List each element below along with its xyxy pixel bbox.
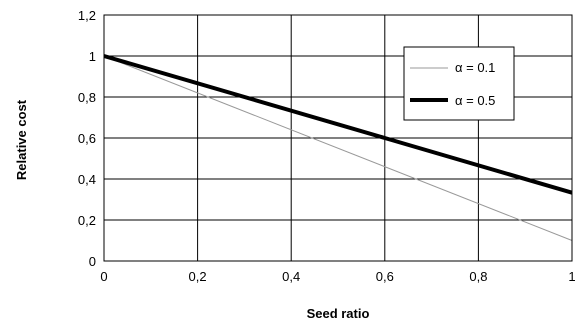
y-axis-title: Relative cost: [14, 99, 29, 180]
y-tick-label: 0: [89, 254, 96, 269]
series-lines: [103, 54, 573, 241]
x-tick-label: 0,4: [282, 269, 300, 284]
series-line-1: [103, 54, 573, 195]
legend: α = 0.1 α = 0.5: [403, 46, 515, 121]
x-tick-label: 0,6: [376, 269, 394, 284]
plot-border: [103, 14, 573, 262]
x-tick-label: 0,8: [469, 269, 487, 284]
x-tick-label: 1: [568, 269, 575, 284]
legend-box: [403, 46, 515, 121]
series-line-0: [103, 55, 573, 241]
y-tick-label: 0,4: [78, 172, 96, 187]
y-tick-label: 1,2: [78, 8, 96, 23]
x-tick-label: 0,2: [189, 269, 207, 284]
y-tick-label: 0,2: [78, 213, 96, 228]
y-tick-label: 0,6: [78, 131, 96, 146]
x-axis-title: Seed ratio: [307, 306, 370, 321]
legend-label-alpha-0.1: α = 0.1: [455, 60, 495, 75]
y-tick-labels: 0 0,2 0,4 0,6 0,8 1 1,2: [78, 8, 96, 269]
legend-label-alpha-0.5: α = 0.5: [455, 93, 495, 108]
x-tick-label: 0: [100, 269, 107, 284]
y-tick-label: 0,8: [78, 90, 96, 105]
y-tick-label: 1: [89, 49, 96, 64]
x-tick-labels: 0 0,2 0,4 0,6 0,8 1: [100, 269, 575, 284]
